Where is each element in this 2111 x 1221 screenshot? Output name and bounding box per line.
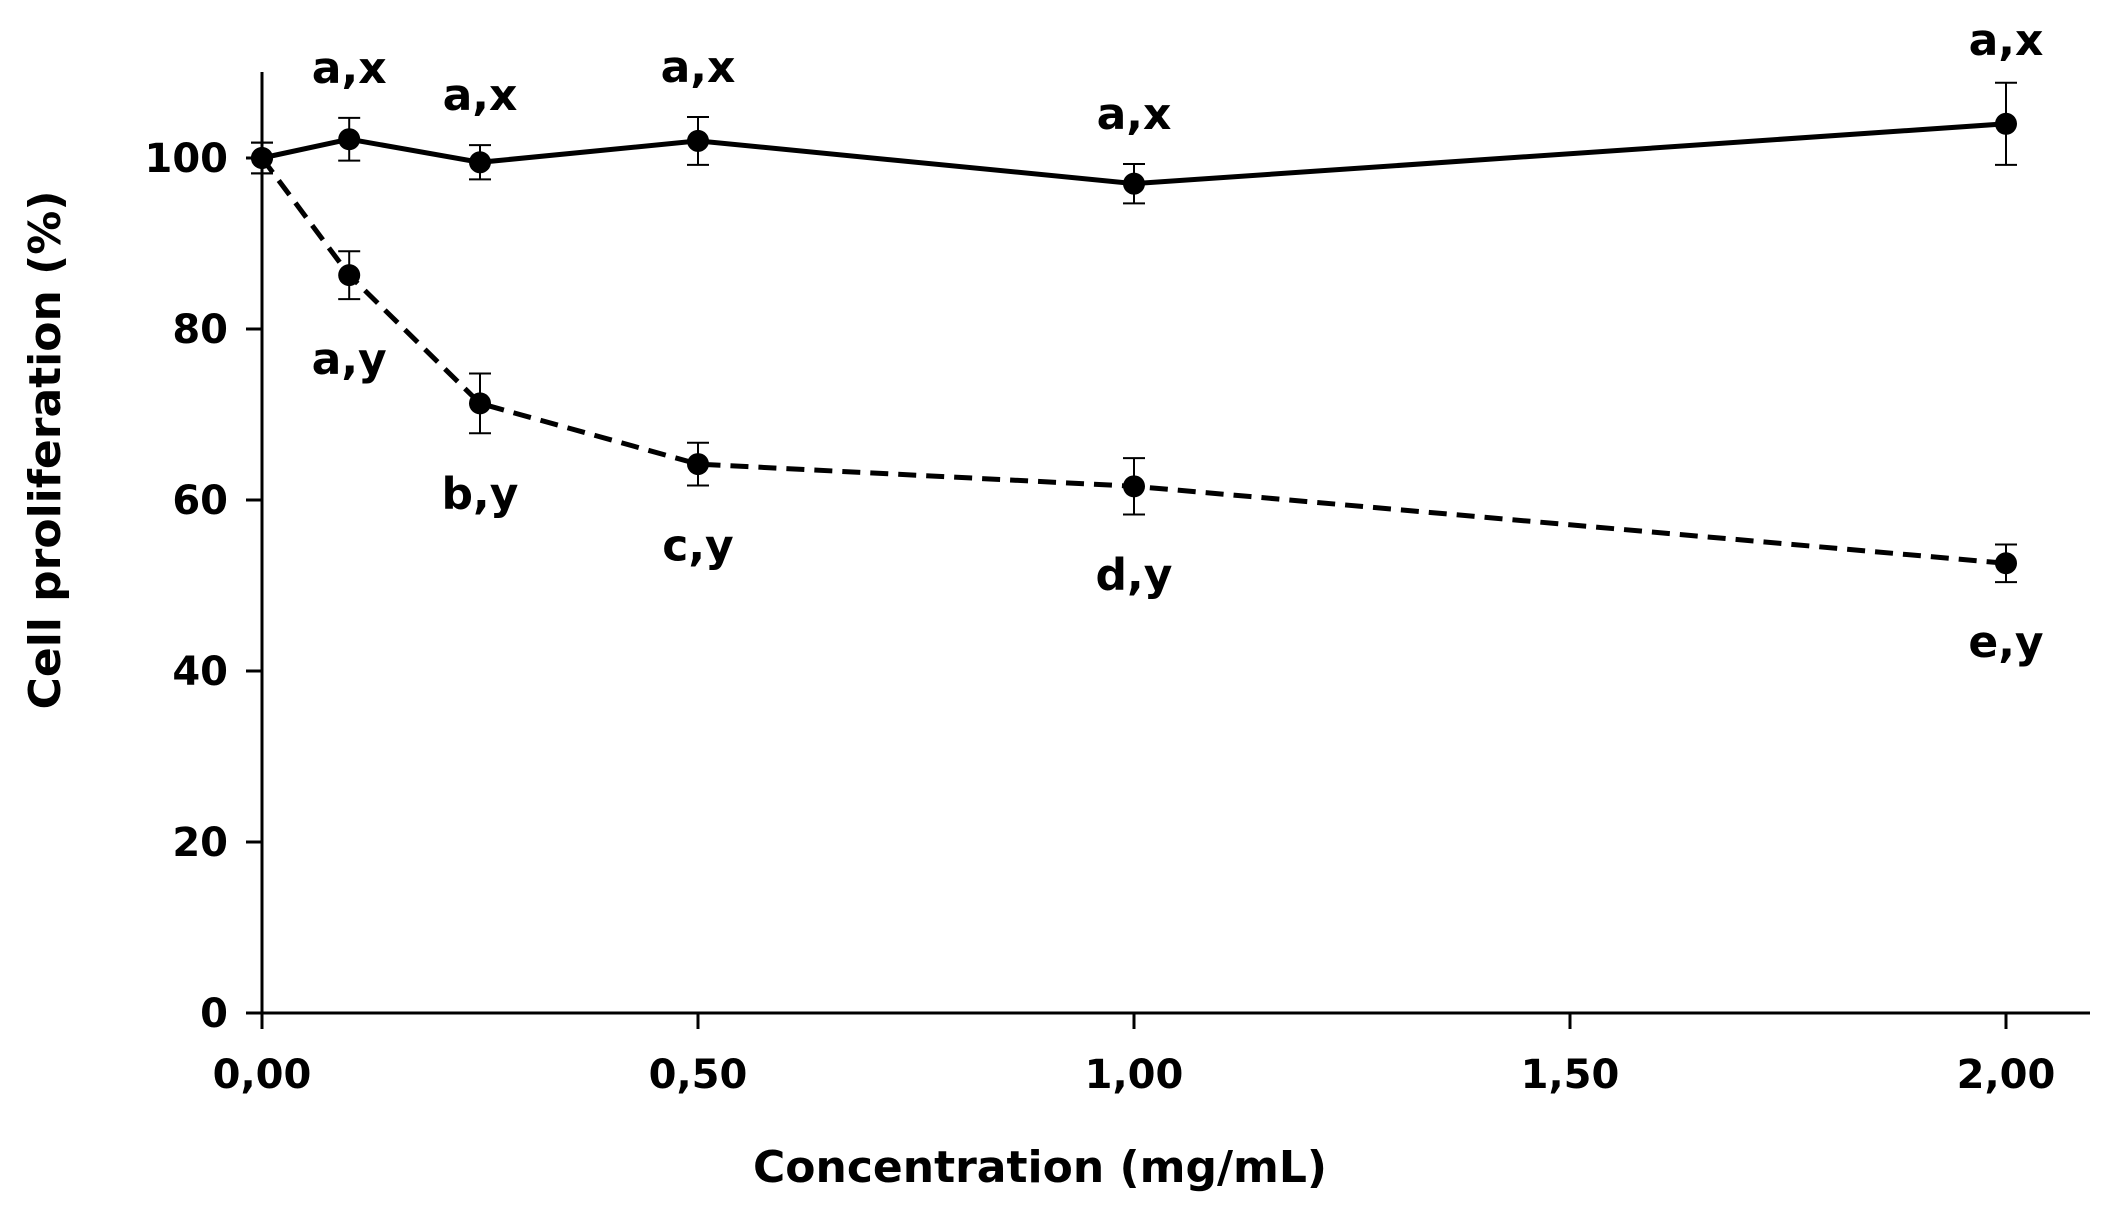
x-axis-title: Concentration (mg/mL)	[753, 1142, 1327, 1193]
x-tick-label: 1,50	[1521, 1052, 1620, 1098]
data-label: a,x	[443, 70, 518, 121]
data-point	[687, 453, 709, 476]
y-tick-label: 0	[200, 991, 228, 1037]
y-tick-label: 60	[172, 478, 228, 524]
data-point	[251, 147, 273, 169]
data-point	[1123, 172, 1145, 195]
series-line-dashed	[259, 156, 2007, 566]
data-label: a,x	[1969, 15, 2044, 66]
data-point	[469, 151, 491, 174]
data-label: d,y	[1096, 550, 1173, 601]
series-line-solid	[261, 121, 2007, 187]
point-labels: a,x a,x a,x a,x a,x a,y b,y c,y d,y e,y	[312, 15, 2044, 668]
y-tick-label: 40	[172, 649, 228, 695]
y-tick-label: 100	[145, 136, 229, 182]
data-point	[469, 392, 491, 415]
data-point	[687, 129, 709, 152]
series-layer	[251, 81, 2017, 584]
data-label: c,y	[662, 520, 733, 571]
data-point	[1995, 552, 2017, 575]
data-point	[338, 264, 361, 287]
data-point	[1995, 112, 2017, 135]
data-point	[1123, 475, 1145, 498]
data-label: a,x	[312, 43, 387, 94]
y-tick-label: 80	[172, 307, 228, 353]
data-point	[338, 128, 361, 151]
x-tick-label: 1,00	[1085, 1052, 1184, 1098]
data-label: e,y	[1968, 617, 2043, 668]
series-dashed	[251, 141, 2017, 584]
x-tick-label: 0,50	[649, 1052, 748, 1098]
x-tick-label: 0,00	[213, 1052, 312, 1098]
x-tick-label: 2,00	[1957, 1052, 2056, 1098]
y-axis-title: Cell proliferation (%)	[20, 191, 71, 710]
y-tick-label: 20	[172, 820, 228, 866]
data-label: b,y	[442, 468, 519, 519]
data-label: a,y	[312, 334, 387, 385]
data-label: a,x	[1097, 89, 1172, 140]
data-label: a,x	[661, 42, 736, 93]
